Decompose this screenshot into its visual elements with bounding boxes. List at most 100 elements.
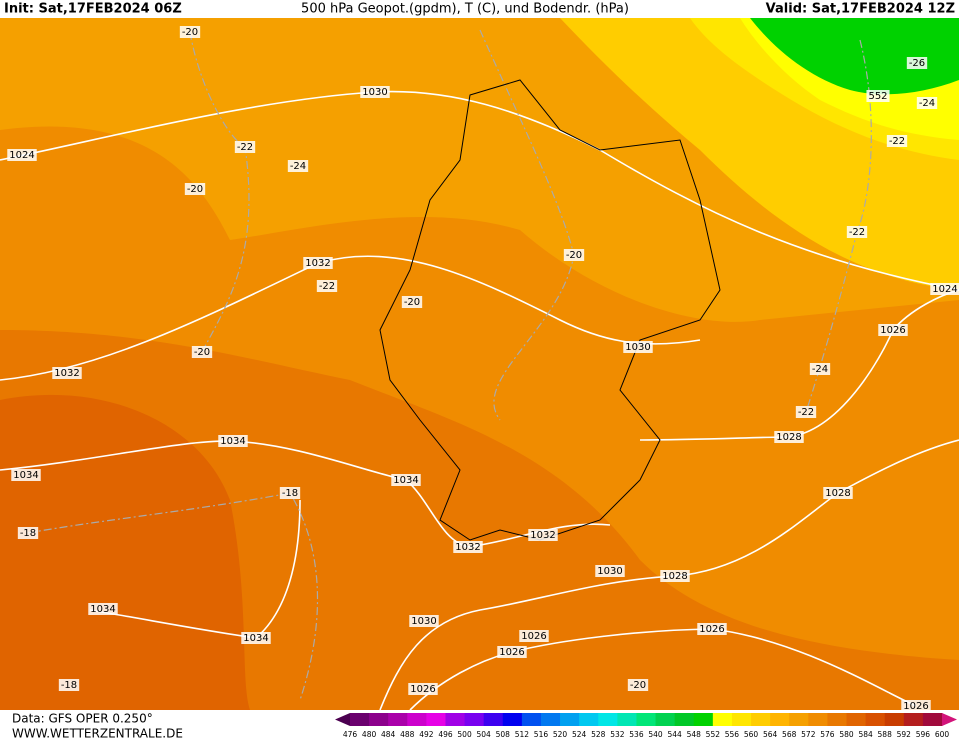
label-box (303, 257, 333, 269)
scale-box (751, 713, 771, 726)
label-box (660, 570, 690, 582)
contour-label-text: -22 (849, 227, 865, 238)
contour-label: 1034 (241, 632, 271, 644)
scale-label: 588 (878, 730, 893, 739)
contour-label: 1032 (303, 257, 333, 269)
contour-label: -18 (58, 679, 80, 691)
contour-label-text: -24 (290, 161, 306, 172)
contour-label: -22 (846, 226, 868, 238)
scale-box (770, 713, 790, 726)
scale-box (884, 713, 905, 726)
scale-label: 512 (515, 730, 530, 739)
label-box (11, 469, 41, 481)
contour-label-text: -18 (61, 680, 77, 691)
contour-label-text: 1032 (530, 530, 555, 541)
scale-label: 476 (343, 730, 358, 739)
scale-label: 568 (782, 730, 797, 739)
scale-box (483, 713, 504, 726)
contour-label: -24 (287, 160, 309, 172)
contour-label-text: 1030 (597, 566, 622, 577)
label-box (316, 280, 338, 292)
label-box (218, 435, 248, 447)
contour-label: -20 (191, 346, 213, 358)
scale-box (903, 713, 924, 726)
contour-label-text: -20 (566, 250, 582, 261)
scale-box (579, 713, 599, 726)
contour-label-text: 1026 (903, 701, 928, 712)
contour-label: -22 (234, 141, 256, 153)
contour-label: 1028 (660, 570, 690, 582)
scale-label: 492 (419, 730, 434, 739)
contour-label-text: 1030 (411, 616, 436, 627)
label-box (179, 26, 201, 38)
scale-label: 508 (496, 730, 511, 739)
label-box (241, 632, 271, 644)
scale-label: 580 (839, 730, 854, 739)
scale-box (674, 713, 695, 726)
contour-label: 1026 (697, 623, 727, 635)
label-box (627, 679, 649, 691)
label-box (52, 367, 82, 379)
label-box (906, 57, 928, 69)
contour-label-text: -22 (798, 407, 814, 418)
label-box (88, 603, 118, 615)
contour-label: 1030 (409, 615, 439, 627)
scale-label: 592 (897, 730, 912, 739)
contour-label: -20 (184, 183, 206, 195)
label-box (774, 431, 804, 443)
scale-label: 552 (706, 730, 721, 739)
contour-label: 1024 (930, 283, 959, 295)
scale-label: 500 (457, 730, 472, 739)
contour-label-text: 1024 (9, 150, 34, 161)
contour-label-text: 1026 (699, 624, 724, 635)
contour-label-text: -22 (889, 136, 905, 147)
scale-box (521, 713, 542, 726)
scale-box (846, 713, 867, 726)
contour-label-text: 1030 (362, 87, 387, 98)
map-title: 500 hPa Geopot.(gpdm), T (C), und Bodend… (301, 2, 629, 17)
scale-label: 528 (591, 730, 606, 739)
label-box (623, 341, 653, 353)
contour-label-text: -20 (404, 297, 420, 308)
label-box (795, 406, 817, 418)
contour-label-text: 1028 (776, 432, 801, 443)
contour-label-text: 1032 (455, 542, 480, 553)
label-box (58, 679, 80, 691)
scale-box (712, 713, 733, 726)
label-box (360, 86, 390, 98)
scale-box (617, 713, 637, 726)
scale-box (560, 713, 580, 726)
contour-label-text: 1034 (90, 604, 115, 615)
contour-label: -20 (627, 679, 649, 691)
contour-label: -22 (886, 135, 908, 147)
label-box (823, 487, 853, 499)
contour-label-text: 1030 (625, 342, 650, 353)
scale-box (445, 713, 466, 726)
scale-label: 496 (438, 730, 453, 739)
contour-label-text: -20 (194, 347, 210, 358)
contour-label-text: 1026 (410, 684, 435, 695)
label-box (497, 646, 527, 658)
label-box (401, 296, 423, 308)
contour-label: 1034 (218, 435, 248, 447)
contour-label: 1034 (11, 469, 41, 481)
contour-label: -18 (17, 527, 39, 539)
contour-label-text: -18 (20, 528, 36, 539)
contour-label: -24 (916, 97, 938, 109)
scale-box (636, 713, 657, 726)
label-box (7, 149, 37, 161)
contour-label: 1028 (774, 431, 804, 443)
scale-label: 544 (667, 730, 682, 739)
scale-label: 524 (572, 730, 587, 739)
label-box (886, 135, 908, 147)
scale-label: 572 (801, 730, 816, 739)
scale-label: 520 (553, 730, 568, 739)
contour-label: 552 (866, 90, 890, 102)
contour-label-text: -22 (237, 142, 253, 153)
scale-box (598, 713, 618, 726)
scale-label: 504 (477, 730, 492, 739)
scale-box (407, 713, 427, 726)
scale-label: 540 (648, 730, 663, 739)
scale-label: 600 (935, 730, 950, 739)
